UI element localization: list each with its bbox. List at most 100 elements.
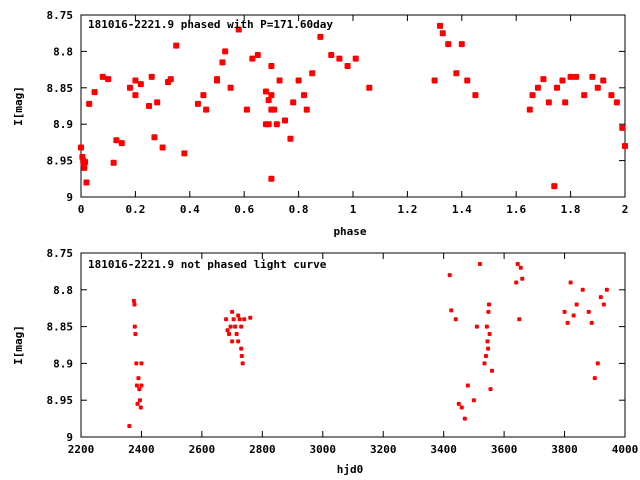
unphased-x-tick-label: 2200 <box>68 443 95 456</box>
unphased-data-point <box>239 346 244 351</box>
phased-data-point <box>78 144 84 151</box>
phased-data-point <box>437 22 444 29</box>
unphased-y-tick-label: 8.85 <box>47 321 74 334</box>
unphased-data-point <box>471 398 476 403</box>
unphased-data-point <box>586 309 591 314</box>
phased-data-point <box>464 77 471 84</box>
phased-y-tick-label: 8.9 <box>53 118 73 131</box>
phased-data-point <box>173 42 180 49</box>
unphased-data-point <box>518 265 523 270</box>
phased-data-point <box>529 92 536 99</box>
phased-data-point <box>301 92 308 99</box>
unphased-data-point <box>456 401 461 406</box>
phased-data-point <box>137 81 144 88</box>
unphased-data-point <box>592 376 597 381</box>
unphased-x-tick-label: 3800 <box>551 443 578 456</box>
phased-x-tick-label: 1.2 <box>397 203 417 216</box>
unphased-x-tick-label: 2800 <box>249 443 276 456</box>
unphased-x-tick-label: 2600 <box>189 443 216 456</box>
unphased-data-point <box>231 317 236 322</box>
phased-data-point <box>445 41 452 48</box>
phased-data-point <box>254 52 261 59</box>
unphased-data-point <box>139 383 144 388</box>
phased-data-point <box>146 103 152 109</box>
phased-data-point <box>328 52 335 59</box>
phased-light-curve-panel: 0 0.2 0.4 0.6 0.8 1 1.2 1.4 1.6 1.8 2 8.75 8.8 8.85 8.… <box>12 9 628 238</box>
phased-data-point <box>581 92 588 99</box>
phased-data-point <box>589 73 596 80</box>
phased-data-point <box>559 77 566 84</box>
unphased-light-curve-panel: 2200 2400 2600 2800 3000 3200 3400 3600 3800 4000… <box>12 247 638 476</box>
phased-data-points <box>78 22 628 190</box>
unphased-data-point <box>515 262 520 267</box>
unphased-data-point <box>248 315 253 320</box>
phased-x-tick-label: 0.4 <box>180 203 200 216</box>
unphased-data-point <box>520 276 525 281</box>
phased-data-point <box>336 55 343 62</box>
unphased-data-point <box>486 346 491 351</box>
unphased-data-point <box>236 313 241 318</box>
phased-data-point <box>366 84 373 91</box>
phased-data-point <box>268 175 275 182</box>
unphased-data-point <box>230 339 235 344</box>
phased-data-point <box>227 84 234 91</box>
unphased-data-point <box>132 302 137 307</box>
unphased-data-point <box>133 331 138 336</box>
phased-data-point <box>608 92 615 99</box>
phased-data-point <box>594 84 601 91</box>
unphased-x-tick-label: 3600 <box>491 443 518 456</box>
phased-data-point <box>439 30 446 37</box>
phased-x-tick-label: 1.6 <box>506 203 526 216</box>
unphased-data-point <box>601 302 606 307</box>
unphased-data-point <box>488 387 493 392</box>
unphased-y-tick-label: 8.75 <box>47 247 74 260</box>
phased-data-point <box>295 77 302 84</box>
phased-data-point <box>148 73 155 80</box>
unphased-data-point <box>138 405 143 410</box>
unphased-data-point <box>598 295 603 300</box>
unphased-data-point <box>453 317 458 322</box>
unphased-data-point <box>595 361 600 366</box>
phased-data-point <box>159 144 166 151</box>
unphased-data-point <box>233 324 238 329</box>
unphased-data-point <box>224 317 229 322</box>
phased-data-point <box>235 26 242 33</box>
phased-x-tick-label: 1.4 <box>452 203 472 216</box>
phased-data-point <box>534 84 541 91</box>
phased-x-tick-label: 0.6 <box>234 203 254 216</box>
phased-data-point <box>132 92 139 99</box>
phased-data-point <box>526 106 533 113</box>
unphased-data-point <box>136 376 141 381</box>
unphased-data-point <box>228 324 233 329</box>
unphased-data-point <box>568 280 573 285</box>
phased-data-point <box>600 77 607 84</box>
phased-x-tick-label: 1 <box>350 203 357 216</box>
phased-data-point <box>154 99 161 106</box>
phased-data-point <box>83 179 90 186</box>
phased-data-point <box>110 159 117 166</box>
phased-data-point <box>309 70 316 77</box>
phased-data-point <box>91 89 98 96</box>
phased-data-point <box>151 134 158 141</box>
phased-data-point <box>290 99 297 106</box>
phased-x-tick-label: 0.8 <box>289 203 309 216</box>
unphased-data-point <box>565 320 570 325</box>
phased-data-point <box>126 84 133 91</box>
unphased-x-tick-label: 3200 <box>370 443 397 456</box>
phased-axis-ticks: 0 0.2 0.4 0.6 0.8 1 1.2 1.4 1.6 1.8 2 8.75 8.8 8.85 8.… <box>47 9 629 216</box>
phased-x-tick-label: 0.2 <box>125 203 145 216</box>
unphased-data-point <box>580 287 585 292</box>
unphased-y-tick-label: 8.8 <box>53 284 73 297</box>
unphased-data-point <box>242 317 247 322</box>
unphased-data-point <box>465 383 470 388</box>
unphased-data-point <box>604 287 609 292</box>
phased-data-point <box>249 55 256 62</box>
unphased-data-point <box>477 262 482 267</box>
unphased-data-point <box>487 331 492 336</box>
phased-data-point <box>573 73 580 80</box>
unphased-data-point <box>239 354 244 359</box>
phased-data-point <box>431 77 438 84</box>
unphased-data-point <box>483 354 488 359</box>
unphased-data-point <box>482 361 487 366</box>
unphased-data-point <box>474 324 479 329</box>
